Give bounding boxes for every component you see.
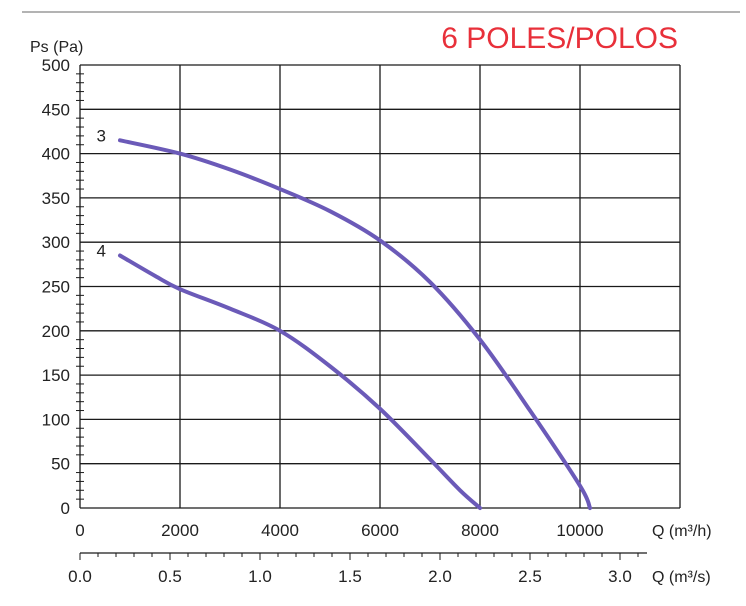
chart-title: 6 POLES/POLOS [441,22,678,55]
y-tick-label: 450 [42,100,70,119]
y-axis-ticks: 0 50 100 150 200 250 300 350 400 450 500 [42,56,70,518]
curve-3 [118,138,592,510]
y-tick-label: 500 [42,56,70,75]
y-tick-label: 100 [42,410,70,429]
y-tick-label: 300 [42,233,70,252]
x-tick-label: 4000 [261,521,299,540]
x-axis-label-primary: Q (m³/h) [652,523,712,540]
secondary-tick-label: 2.5 [518,567,542,586]
x-tick-label: 10000 [556,521,603,540]
y-tick-label: 400 [42,145,70,164]
series: 34 [97,126,592,510]
secondary-tick-label: 1.5 [338,567,362,586]
curve-4 [118,253,482,510]
y-tick-label: 50 [51,455,70,474]
grid [76,64,681,509]
x-tick-label: 0 [75,521,84,540]
x-axis-label-secondary: Q (m³/s) [652,569,711,586]
y-tick-label: 200 [42,322,70,341]
y-tick-label: 150 [42,366,70,385]
x-tick-label: 8000 [461,521,499,540]
x-tick-label: 6000 [361,521,399,540]
x-tick-label: 2000 [161,521,199,540]
y-tick-label: 0 [61,499,70,518]
curve-label-3: 3 [97,126,106,145]
y-axis-label: Ps (Pa) [30,39,83,56]
curve-label-4: 4 [97,241,106,260]
y-tick-label: 350 [42,189,70,208]
y-tick-label: 250 [42,278,70,297]
secondary-tick-label: 1.0 [248,567,272,586]
secondary-tick-label: 0.0 [68,567,92,586]
secondary-tick-label: 0.5 [158,567,182,586]
secondary-tick-label: 2.0 [428,567,452,586]
x-axis-secondary: 0.0 0.5 1.0 1.5 2.0 2.5 3.0 [68,552,647,586]
x-axis-primary-ticks: 0 2000 4000 6000 8000 10000 [75,521,603,540]
secondary-tick-label: 3.0 [608,567,632,586]
